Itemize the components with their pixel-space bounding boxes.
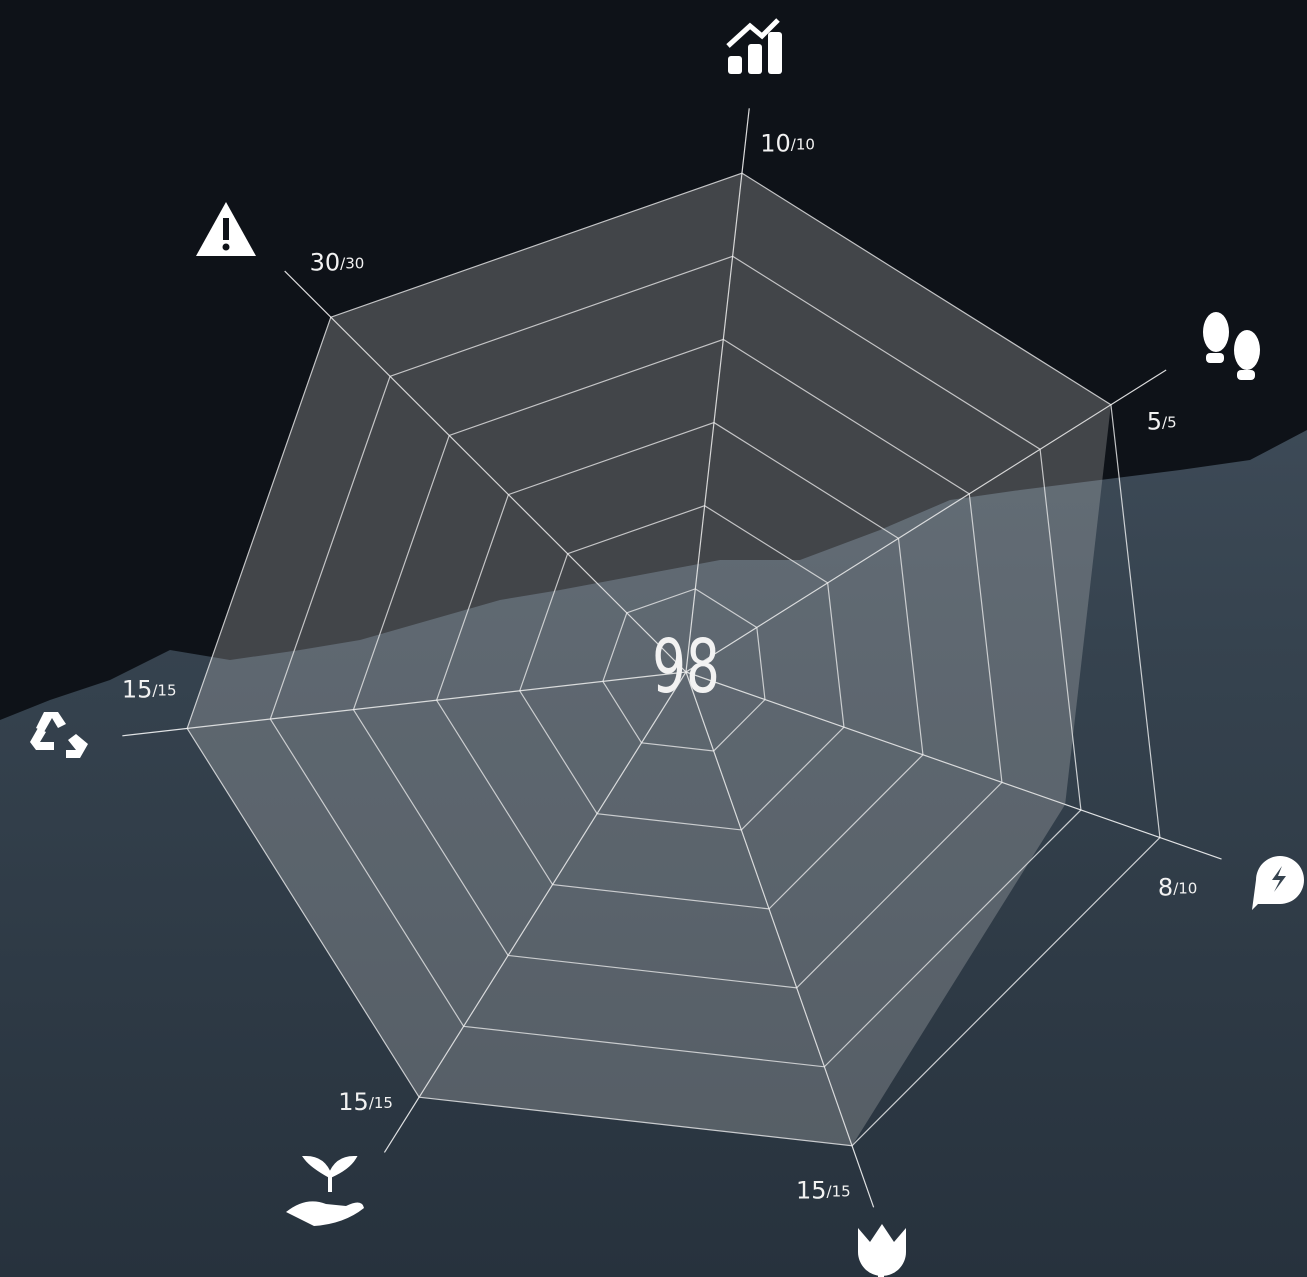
icons <box>30 18 1304 1277</box>
axis-score: 15/15 <box>122 675 177 703</box>
score-value: 15 <box>796 1176 827 1204</box>
axis-line <box>685 108 750 673</box>
icon-tulip <box>858 1224 906 1277</box>
axis-score: 15/15 <box>338 1088 393 1116</box>
icon-energy <box>1252 856 1304 910</box>
grid-ring <box>269 255 1082 1068</box>
grid-ring <box>602 588 766 752</box>
score-area <box>187 173 1111 1146</box>
axis-line <box>383 671 687 1153</box>
axis-line <box>122 671 687 737</box>
axis-line <box>685 671 875 1208</box>
score-value: 5 <box>1147 408 1162 436</box>
dark-water <box>0 0 1307 720</box>
score-max: /15 <box>152 681 176 699</box>
axis-score: 15/15 <box>796 1176 851 1204</box>
total-score: 98 <box>652 624 720 710</box>
axis-line <box>685 671 1222 860</box>
axis-line <box>685 369 1167 673</box>
grid <box>122 108 1222 1208</box>
marks <box>187 173 1111 1146</box>
axis-score: 30/30 <box>310 249 365 277</box>
grid-ring <box>435 421 924 910</box>
icon-recycle <box>30 712 88 758</box>
score-max: /5 <box>1162 413 1177 431</box>
icon-plant-hand <box>286 1155 364 1226</box>
score-value: 10 <box>760 130 791 158</box>
icon-warning <box>196 202 256 256</box>
axis-score: 10/10 <box>760 130 815 158</box>
score-value: 30 <box>310 249 341 277</box>
score-max: /10 <box>1173 879 1197 897</box>
grid-ring <box>519 505 845 831</box>
axis-score: 5/5 <box>1147 408 1177 436</box>
score-value: 15 <box>122 675 153 703</box>
axis-line <box>284 270 687 673</box>
score-max: /10 <box>791 135 815 153</box>
axis-score: 8/10 <box>1158 873 1197 901</box>
grid-ring <box>352 338 1003 989</box>
score-max: /30 <box>340 254 364 272</box>
grid-ring <box>186 172 1161 1147</box>
score-value: 8 <box>1158 873 1173 901</box>
icon-growth <box>726 18 782 74</box>
score-max: /15 <box>369 1094 393 1112</box>
icon-steps <box>1203 312 1260 380</box>
score-value: 15 <box>338 1088 369 1116</box>
score-max: /15 <box>827 1182 851 1200</box>
